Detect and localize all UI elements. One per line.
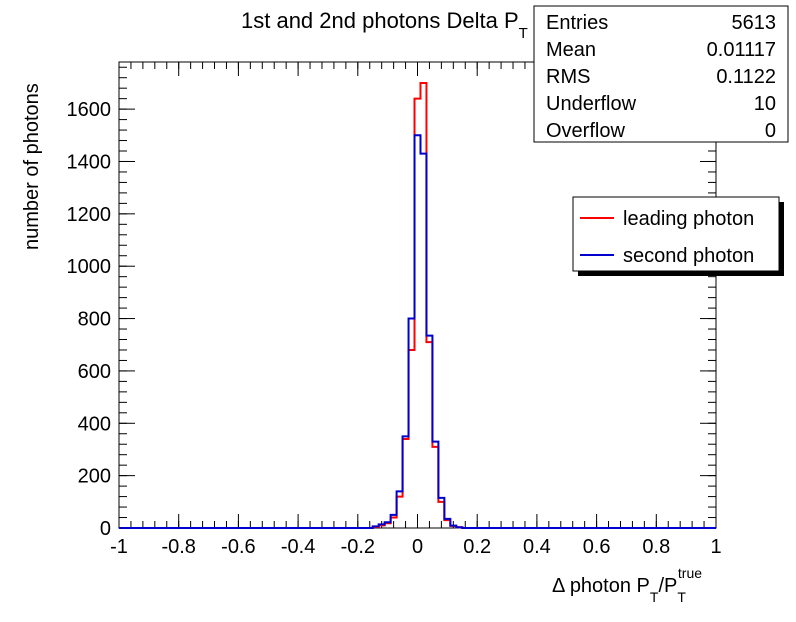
- series-leading-photon-line: [119, 81, 716, 529]
- x-tick-label: 0.6: [583, 536, 611, 558]
- stats-entries-label: Entries: [546, 12, 608, 34]
- x-tick-label: -0.4: [281, 536, 315, 558]
- title-subscript: T: [519, 25, 528, 42]
- x-label-mid: /P: [658, 575, 677, 597]
- legend: leading photon second photon: [572, 196, 784, 276]
- x-tick-label: 0.8: [642, 536, 670, 558]
- x-label-sup: true: [678, 565, 702, 581]
- x-tick-label: 0.4: [523, 536, 551, 558]
- stats-rms-value: 0.1122: [716, 66, 776, 88]
- y-tick-label: 1000: [67, 256, 112, 278]
- stats-entries-value: 5613: [732, 12, 777, 34]
- y-axis-label: number of photons: [21, 83, 43, 250]
- stats-box: Entries 5613 Mean 0.01117 RMS 0.1122 Und…: [533, 5, 789, 143]
- series-second-photon-line: [119, 134, 716, 529]
- y-tick-label: 0: [100, 518, 111, 540]
- stats-mean-value: 0.01117: [707, 39, 776, 61]
- y-tick-label: 1400: [67, 151, 112, 173]
- legend-label-second: second photon: [623, 245, 754, 267]
- x-tick-label: 1: [710, 536, 721, 558]
- stats-rms-label: RMS: [546, 66, 590, 88]
- x-axis-label: Δ photon PT/PTtrue: [552, 565, 702, 605]
- x-tick-label: -0.2: [341, 536, 375, 558]
- y-tick-label: 800: [78, 309, 111, 331]
- x-tick-label: -0.8: [161, 536, 195, 558]
- x-tick-label: -1: [110, 536, 128, 558]
- x-tick-label: 0: [412, 536, 423, 558]
- tick-labels: -1 -0.8 -0.6 -0.4 -0.2 0 0.2 0.4 0.6 0.8 1 0 200 400 6…: [67, 99, 722, 558]
- stats-underflow-value: 10: [754, 93, 776, 115]
- x-tick-label: -0.6: [221, 536, 255, 558]
- y-tick-label: 1200: [67, 204, 112, 226]
- y-tick-label: 400: [78, 413, 111, 435]
- stats-overflow-value: 0: [765, 120, 776, 142]
- series-layer: [119, 81, 716, 529]
- stats-mean-label: Mean: [546, 39, 596, 61]
- chart-title: 1st and 2nd photons Delta PT: [241, 8, 528, 42]
- y-tick-label: 200: [78, 466, 111, 488]
- x-tick-label: 0.2: [463, 536, 491, 558]
- y-tick-label: 1600: [67, 99, 112, 121]
- x-label-sub1: T: [650, 589, 659, 605]
- y-tick-label: 600: [78, 361, 111, 383]
- stats-underflow-label: Underflow: [546, 93, 637, 115]
- legend-label-leading: leading photon: [623, 208, 754, 230]
- stats-overflow-label: Overflow: [546, 120, 625, 142]
- x-label-sub2: T: [677, 589, 686, 605]
